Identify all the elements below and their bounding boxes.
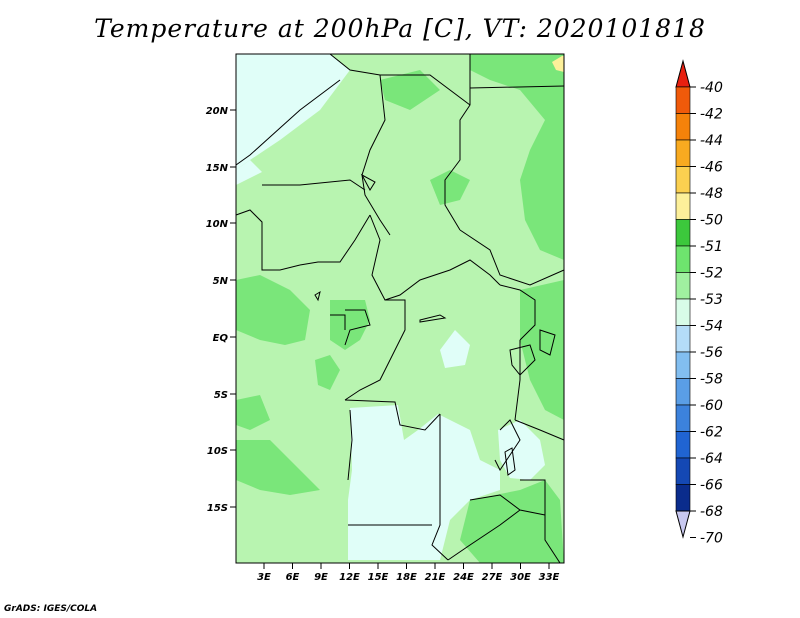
colorbar-segment [675, 219, 691, 247]
map-title: Temperature at 200hPa [C], VT: 202010181… [94, 14, 706, 43]
lon-tick-label: 33E [539, 572, 560, 583]
colorbar-segment [675, 404, 691, 432]
lon-tick-label: 30E [510, 572, 531, 583]
colorbar-segment [675, 325, 691, 353]
colorbar-label: -50 [700, 213, 723, 229]
colorbar-label: -68 [700, 504, 723, 520]
colorbar-label: -64 [700, 451, 723, 467]
colorbar-label: -53 [700, 292, 723, 308]
latitude-axis: 20N 15N 10N 5N EQ 5S 10S 15S [206, 106, 236, 514]
lat-tick-label: 5S [214, 390, 228, 401]
colorbar-segment [675, 484, 691, 512]
field-warm-patch [552, 56, 564, 72]
colorbar-label: -42 [700, 107, 723, 123]
colorbar-label: -40 [700, 80, 723, 96]
colorbar-label: -54 [700, 319, 723, 335]
colorbar-label: -44 [700, 133, 723, 149]
lon-tick-label: 27E [482, 572, 503, 583]
map-frame [235, 53, 565, 564]
colorbar-label: -60 [700, 398, 723, 414]
colorbar-label: -46 [700, 160, 723, 176]
lon-tick-label: 9E [314, 572, 328, 583]
colorbar-segment [675, 86, 691, 114]
colorbar-segment [675, 351, 691, 379]
lat-tick-label: 15S [207, 503, 228, 514]
colorbar-label: -52 [700, 266, 723, 282]
map-plot-area [235, 53, 565, 564]
lon-tick-label: 21E [425, 572, 446, 583]
colorbar-bottom-arrow [675, 510, 691, 539]
colorbar-label: -62 [700, 425, 723, 441]
lat-tick-label: EQ [213, 333, 229, 344]
colorbar-label: -70 [700, 531, 723, 547]
colorbar-label: -56 [700, 345, 723, 361]
country-borders [235, 53, 565, 564]
lon-tick-label: 18E [396, 572, 417, 583]
grads-credit: GrADS: IGES/COLA [4, 604, 98, 614]
lon-tick-label: 24E [453, 572, 474, 583]
colorbar-segment [675, 298, 691, 326]
lat-tick-label: 10S [207, 446, 228, 457]
lon-tick-label: 3E [257, 572, 271, 583]
colorbar-segment [675, 139, 691, 167]
colorbar-top-arrow [675, 59, 691, 88]
lat-tick-label: 10N [206, 219, 229, 230]
colorbar-segment [675, 431, 691, 459]
colorbar-segment [675, 166, 691, 194]
lon-tick-label: 12E [339, 572, 360, 583]
colorbar-label: -58 [700, 372, 723, 388]
colorbar-segment [675, 113, 691, 141]
colorbar-label: -48 [700, 186, 723, 202]
colorbar: -40 -42 -44 -46 -48 -50 -51 -52 -53 -54 -56 -58 -60 -… [675, 59, 723, 547]
colorbar-segment [675, 245, 691, 273]
colorbar-label: -66 [700, 478, 723, 494]
longitude-axis: 3E 6E 9E 12E 15E 18E 21E 24E 27E 30E 33E [257, 563, 560, 583]
lat-tick-label: 15N [206, 163, 229, 174]
lat-tick-label: 20N [206, 106, 229, 117]
colorbar-segment [675, 457, 691, 485]
field-light-regions [236, 54, 545, 560]
lon-tick-label: 15E [368, 572, 389, 583]
colorbar-segment [675, 378, 691, 406]
colorbar-segment [675, 272, 691, 300]
lon-tick-label: 6E [286, 572, 300, 583]
colorbar-label: -51 [700, 239, 723, 255]
lat-tick-label: 5N [213, 276, 229, 287]
colorbar-segment [675, 192, 691, 220]
field-darker-regions [236, 54, 564, 563]
